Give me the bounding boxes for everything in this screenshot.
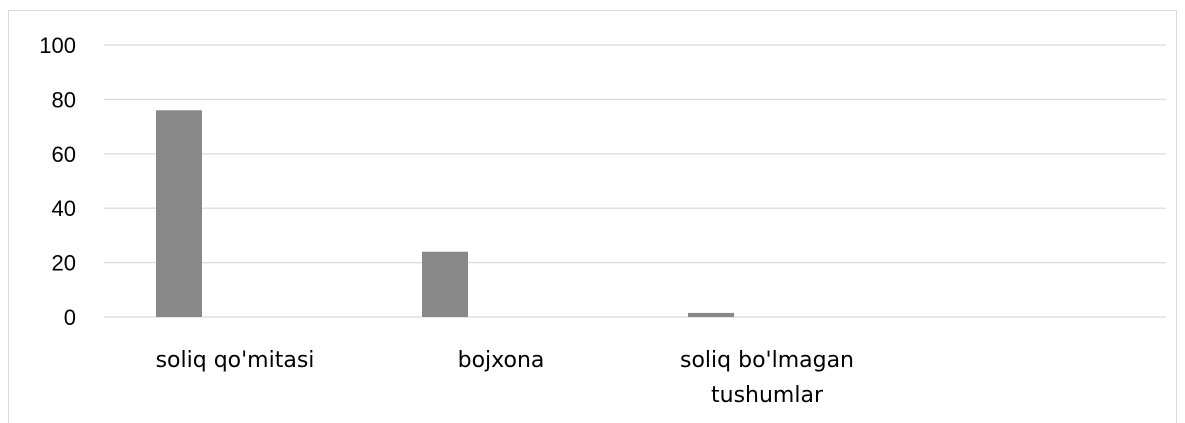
bars xyxy=(156,110,734,317)
x-category-label: soliq bo'lmagan tushumlar xyxy=(680,348,854,408)
x-category-label: soliq qo'mitasi xyxy=(156,348,315,373)
y-tick-label: 80 xyxy=(52,87,76,112)
bar-0 xyxy=(156,110,202,317)
y-tick-label: 100 xyxy=(39,33,76,58)
y-tick-label: 60 xyxy=(52,142,76,167)
x-axis-labels: soliq qo'mitasi bojxona soliq bo'lmagan tus… xyxy=(156,348,854,408)
bar-2 xyxy=(688,312,734,317)
y-tick-label: 20 xyxy=(52,251,76,276)
y-tick-label: 40 xyxy=(52,196,76,221)
y-axis-ticks: 0 20 40 60 80 100 xyxy=(39,33,76,330)
x-category-label: bojxona xyxy=(458,348,545,373)
bar-1 xyxy=(422,251,468,317)
y-tick-label: 0 xyxy=(64,305,76,330)
chart-frame xyxy=(8,10,1177,423)
gridlines xyxy=(104,44,1166,318)
